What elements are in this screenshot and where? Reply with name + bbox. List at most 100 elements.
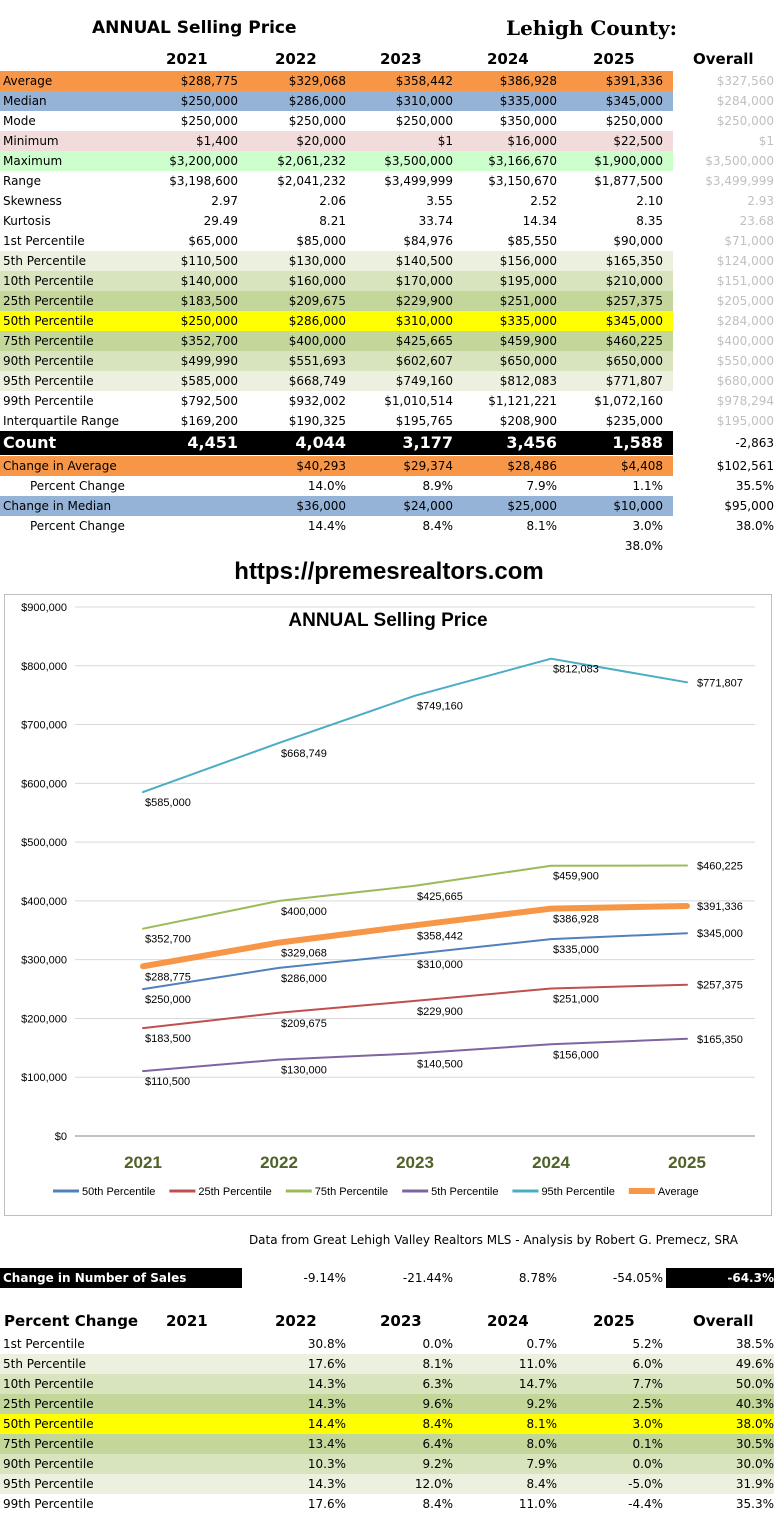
data-label: $386,928: [553, 914, 599, 926]
row-value: 0.0%: [422, 1337, 454, 1351]
row-value: $250,000: [180, 114, 238, 128]
sales-change-label: Change in Number of Sales: [3, 1271, 187, 1285]
row-overall: 38.5%: [735, 1337, 774, 1351]
row-value: $345,000: [605, 314, 663, 328]
row-value: $195,000: [499, 274, 557, 288]
chart-container: $0 $100,000 $200,000 $300,000 $400,000 $500,0…: [4, 594, 772, 1216]
year-header: 2024: [487, 50, 529, 68]
row-highlight: [0, 1454, 774, 1474]
x-tick-label: 2021: [124, 1153, 162, 1172]
data-label: $335,000: [553, 944, 599, 956]
data-label: $310,000: [417, 959, 463, 971]
row-value: $22,500: [613, 134, 663, 148]
row-value: $3,500,000: [384, 154, 453, 168]
website-link[interactable]: https://premesrealtors.com: [234, 558, 544, 585]
year-header: 2023: [380, 50, 422, 68]
pct-overall-header: Overall: [693, 1312, 754, 1330]
row-overall: 30.5%: [735, 1437, 774, 1451]
row-overall: $327,560: [716, 74, 774, 88]
row-value: $190,325: [288, 414, 346, 428]
row-label: 50th Percentile: [3, 314, 94, 328]
stats-row: Range $3,198,600 $2,041,232 $3,499,999 $3,15…: [0, 171, 778, 191]
x-tick-label: 2025: [668, 1153, 706, 1172]
row-overall: $284,000: [716, 94, 774, 108]
row-value: 8.1%: [526, 1417, 558, 1431]
row-value: 14.34: [522, 214, 557, 228]
row-overall: $205,000: [716, 294, 774, 308]
pct-year-header: 2021: [166, 1312, 208, 1330]
row-value: $195,765: [395, 414, 453, 428]
data-label: $812,083: [553, 664, 599, 676]
row-value: 11.0%: [518, 1357, 557, 1371]
row-value: 3.55: [426, 194, 453, 208]
row-value: 0.7%: [526, 1337, 558, 1351]
data-label: $668,749: [281, 748, 327, 760]
row-overall: 35.5%: [735, 479, 774, 493]
y-tick-label: $800,000: [21, 661, 67, 673]
row-value: 9.2%: [422, 1457, 454, 1471]
row-label: Skewness: [3, 194, 62, 208]
stats-row: Minimum $1,400 $20,000 $1 $16,000 $22,500 $1: [0, 131, 778, 151]
row-value: $335,000: [499, 94, 557, 108]
row-value: $110,500: [180, 254, 238, 268]
sales-change-row: Change in Number of Sales -9.14% -21.44%…: [0, 1268, 778, 1288]
stats-row: 75th Percentile $352,700 $400,000 $425,665 $…: [0, 331, 778, 351]
sales-change-value: 8.78%: [518, 1271, 557, 1285]
row-value: 7.9%: [526, 479, 558, 493]
data-label: $459,900: [553, 871, 599, 883]
row-highlight: [0, 371, 673, 391]
row-value: $551,693: [288, 354, 346, 368]
row-label: Change in Average: [3, 459, 117, 473]
data-label: $251,000: [553, 993, 599, 1005]
row-value: $20,000: [296, 134, 346, 148]
row-label: 99th Percentile: [3, 394, 94, 408]
row-label: Range: [3, 174, 42, 188]
row-value: 14.4%: [307, 1417, 346, 1431]
row-value: $250,000: [180, 94, 238, 108]
row-value: 6.0%: [632, 1357, 664, 1371]
row-highlight: [0, 1354, 774, 1374]
row-overall: 31.9%: [735, 1477, 774, 1491]
row-value: $85,550: [507, 234, 557, 248]
row-overall: $102,561: [716, 459, 774, 473]
row-value: $251,000: [499, 294, 557, 308]
row-overall: $1: [758, 134, 774, 148]
row-highlight: [0, 1374, 774, 1394]
row-value: 6.4%: [422, 1437, 454, 1451]
row-highlight: [0, 91, 673, 111]
row-label: 90th Percentile: [3, 1457, 94, 1471]
data-label: $400,000: [281, 906, 327, 918]
row-highlight: [0, 496, 673, 516]
row-label: 1st Percentile: [3, 234, 85, 248]
row-value: -5.0%: [628, 1477, 663, 1491]
row-overall: $250,000: [716, 114, 774, 128]
series-line: [142, 864, 688, 930]
row-value: $156,000: [499, 254, 557, 268]
count-row: Count 4,451 4,044 3,177 3,456 1,588 -2,8…: [0, 431, 778, 455]
row-value: $391,336: [605, 74, 663, 88]
series-line: [140, 903, 690, 970]
pct-row: 75th Percentile 13.4% 6.4% 8.0% 0.1% 30.5%: [0, 1434, 778, 1454]
row-value: $386,928: [499, 74, 557, 88]
row-label: 10th Percentile: [3, 274, 94, 288]
row-value: $1: [437, 134, 453, 148]
legend-item: 5th Percentile: [431, 1186, 498, 1198]
row-overall: $400,000: [716, 334, 774, 348]
series-line: [142, 932, 688, 991]
row-value: $585,000: [180, 374, 238, 388]
row-value: 17.6%: [307, 1497, 346, 1511]
data-label: $329,068: [281, 948, 327, 960]
row-value: [128, 516, 238, 536]
x-tick-label: 2023: [396, 1153, 434, 1172]
row-value: $208,900: [499, 414, 557, 428]
row-value: $209,675: [288, 294, 346, 308]
row-value: $40,293: [296, 459, 346, 473]
row-value: 0.1%: [632, 1437, 664, 1451]
row-value: 12.0%: [414, 1477, 453, 1491]
data-label: $771,807: [697, 677, 743, 689]
row-highlight: [0, 291, 673, 311]
row-value: 8.4%: [422, 1497, 454, 1511]
count-bar: [0, 431, 673, 455]
data-label: $749,160: [417, 701, 463, 713]
row-label: Change in Median: [3, 499, 112, 513]
